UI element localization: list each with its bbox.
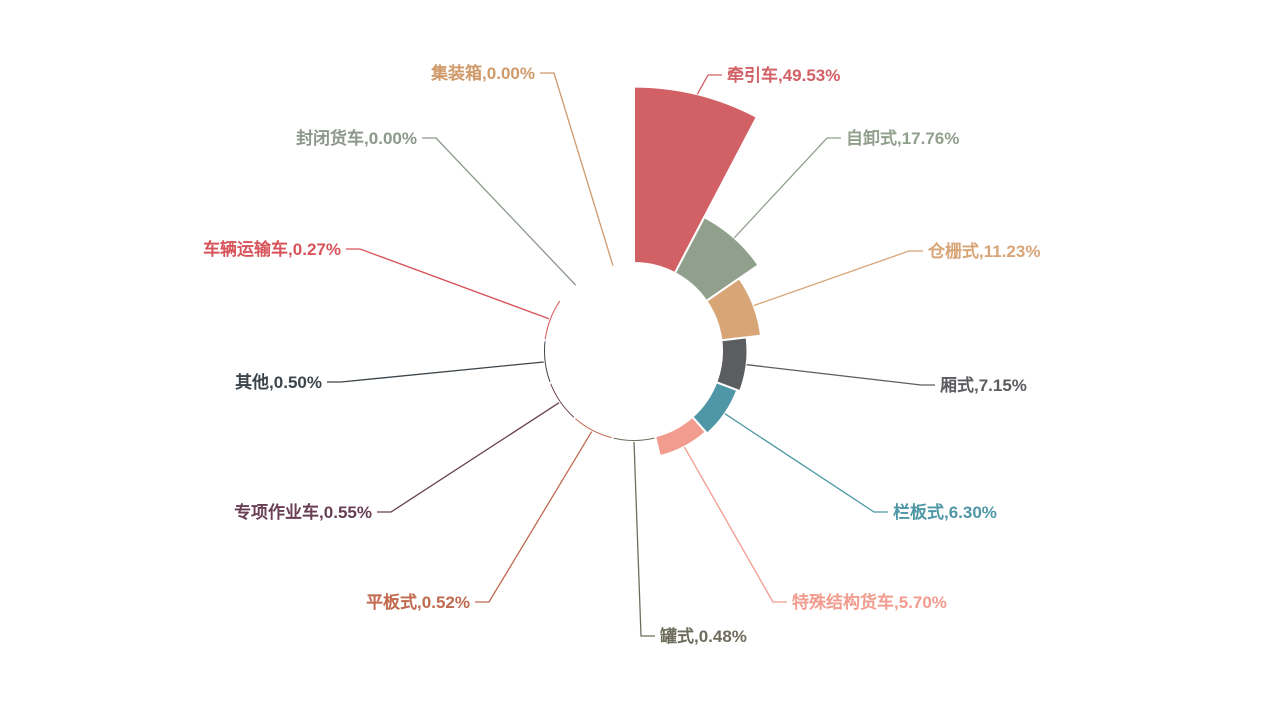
labels-layer: 牵引车,49.53% 自卸式,17.76% 仓栅式,11.23% 厢式,7.15% 栏板… xyxy=(203,63,1040,646)
slice-label-5: 特殊结构货车,5.70% xyxy=(792,592,947,612)
slice-8[interactable] xyxy=(547,381,577,421)
leader-line-11 xyxy=(422,137,577,286)
slice-label-10: 车辆运输车,0.27% xyxy=(203,239,341,259)
leader-line-4 xyxy=(724,413,888,513)
leader-line-10 xyxy=(346,248,550,320)
leader-line-7 xyxy=(475,431,593,603)
slice-label-9: 其他,0.50% xyxy=(235,372,322,392)
slice-9[interactable] xyxy=(542,339,553,385)
slice-7[interactable] xyxy=(572,415,614,441)
slice-label-11: 封闭货车,0.00% xyxy=(296,128,417,148)
leader-lines-layer xyxy=(327,72,935,637)
leader-line-3 xyxy=(746,364,935,386)
leader-line-8 xyxy=(377,402,560,513)
leader-line-1 xyxy=(733,137,841,239)
slices-layer xyxy=(542,85,763,458)
leader-line-9 xyxy=(327,361,544,383)
slice-6[interactable] xyxy=(611,435,657,444)
slice-0[interactable] xyxy=(633,85,758,275)
leader-line-12 xyxy=(540,72,614,266)
leader-line-6 xyxy=(633,441,655,637)
slice-label-4: 栏板式,6.30% xyxy=(893,502,997,522)
slice-label-12: 集装箱,0.00% xyxy=(430,63,535,83)
slice-label-2: 仓栅式,11.23% xyxy=(927,241,1040,261)
slice-5[interactable] xyxy=(654,415,707,458)
leader-line-5 xyxy=(683,446,787,603)
leader-line-2 xyxy=(753,250,923,307)
slice-1[interactable] xyxy=(673,216,760,303)
slice-10[interactable] xyxy=(542,298,563,342)
slice-label-3: 厢式,7.15% xyxy=(940,375,1027,395)
slice-label-0: 牵引车,49.53% xyxy=(727,65,840,85)
slice-label-1: 自卸式,17.76% xyxy=(846,128,959,148)
leader-line-0 xyxy=(696,74,722,95)
slice-label-6: 罐式,0.48% xyxy=(659,626,747,646)
slice-label-8: 专项作业车,0.55% xyxy=(234,502,372,522)
slice-label-7: 平板式,0.52% xyxy=(366,592,470,612)
